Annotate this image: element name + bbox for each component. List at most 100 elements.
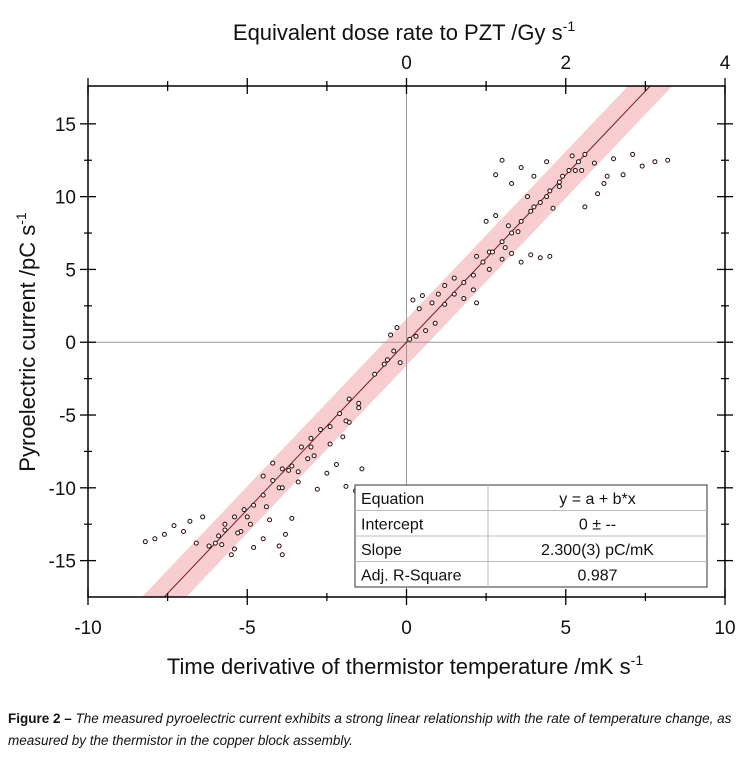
data-point [388,332,394,338]
data-point [397,360,403,366]
y-tick-label: -15 [49,552,76,573]
plot-area [88,86,725,597]
x-tick-label: 10 [714,618,735,639]
data-point [435,291,441,297]
x-tick-label: 0 [401,618,412,639]
data-point [407,336,413,342]
x-tick-label: -5 [239,618,256,639]
data-point [518,259,524,265]
data-point [665,157,671,163]
data-point [381,361,387,367]
top-tick-label: 4 [720,53,731,74]
data-point [314,486,320,492]
data-point [566,167,572,173]
data-point [286,467,292,473]
data-point [324,470,330,476]
data-point [537,199,543,205]
data-point [518,218,524,224]
data-point [337,411,343,417]
data-point [556,183,562,189]
data-point [289,515,295,521]
pyroelectric-chart: -10 -5 0 5 10 -15 -10 -5 0 5 10 15 0 2 4 Equivalent dos… [13,18,736,679]
data-point [429,300,435,306]
data-point [276,543,282,549]
data-point [171,523,177,529]
data-point [509,250,515,256]
data-point [620,172,626,178]
data-point [652,159,658,165]
data-point [247,521,253,527]
data-point [200,514,206,520]
fit-table-label: Adj. R-Square [361,568,462,585]
x-tick-label: 5 [560,618,571,639]
data-point [461,296,467,302]
fit-table-value: 0.987 [577,568,617,585]
y-axis-title: Pyroelectric current /pC s-1 [13,212,40,472]
data-point [556,179,562,185]
data-point [483,218,489,224]
data-point [311,453,317,459]
data-point [572,167,578,173]
y-tick-label: 15 [55,115,76,136]
data-point [260,473,266,479]
data-point [232,514,238,520]
data-point [410,297,416,303]
y-tick-label: 10 [55,188,76,209]
data-point [442,301,448,307]
data-point [295,479,301,485]
data-point [228,552,234,558]
y-tick-label: -5 [59,406,76,427]
data-point [601,181,607,187]
data-point [222,527,228,533]
data-point [279,485,285,491]
data-point [461,280,467,286]
data-point [384,357,390,363]
data-point [550,205,556,211]
caption-label: Figure 2 – [8,711,72,726]
data-point [509,230,515,236]
data-point [502,245,508,251]
data-point [611,156,617,162]
data-point [470,272,476,278]
data-point [289,463,295,469]
data-point [547,188,553,194]
top-tick-label: 0 [401,53,412,74]
data-point [391,348,397,354]
data-point [505,223,511,229]
data-point [474,253,480,259]
data-point [279,552,285,558]
y-tick-label: -10 [49,479,76,500]
data-point [537,255,543,261]
data-point [591,160,597,166]
data-point [308,435,314,441]
data-point [547,253,553,259]
data-point [193,540,199,546]
data-point [206,543,212,549]
figure-caption: Figure 2 – The measured pyroelectric cur… [8,708,743,752]
data-point [423,328,429,334]
data-point [232,546,238,552]
data-point [489,249,495,255]
fit-table-value: y = a + b*x [559,491,636,508]
data-point [244,514,250,520]
data-point [346,396,352,402]
data-point [340,434,346,440]
y-tick-label: 0 [65,333,76,354]
data-point [305,456,311,462]
data-point [181,528,187,534]
data-point [582,204,588,210]
top-tick-label: 2 [560,53,571,74]
data-point [525,194,531,200]
data-point [531,204,537,210]
data-point [509,181,515,187]
data-point [282,531,288,537]
data-point [270,478,276,484]
data-point [480,259,486,265]
data-point [575,159,581,165]
data-point [295,469,301,475]
data-point [394,325,400,331]
data-point [356,405,362,411]
data-point [413,333,419,339]
fit-table-label: Equation [361,491,424,508]
data-point [486,266,492,272]
